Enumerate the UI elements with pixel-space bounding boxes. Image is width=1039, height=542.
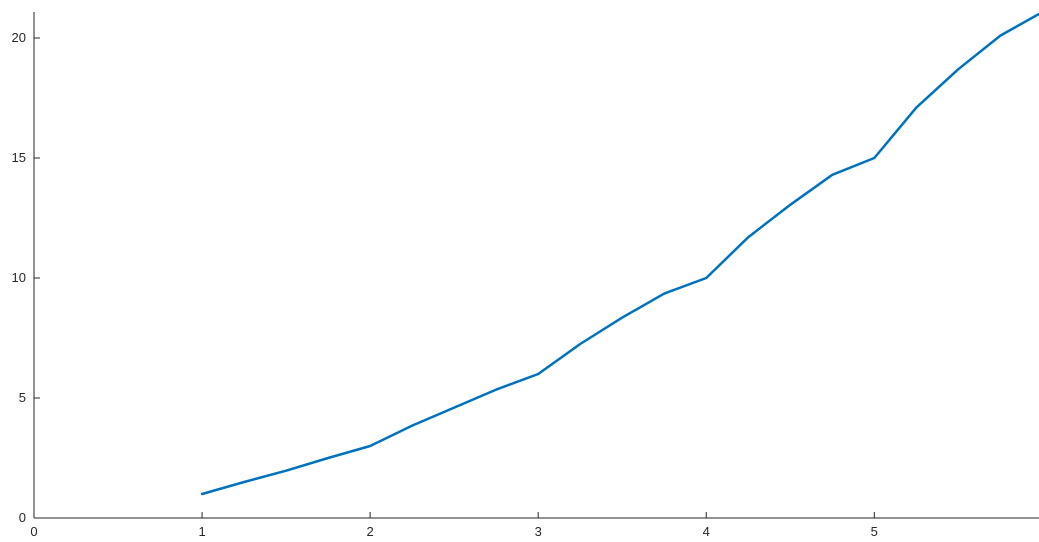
x-tick-label: 5 — [871, 524, 878, 537]
y-tick-label: 20 — [12, 30, 26, 45]
axes: 0 5 10 15 20 0 1 2 3 4 5 — [12, 12, 1039, 539]
x-tick-label: 3 — [535, 524, 542, 537]
series-line-0 — [200, 12, 1039, 496]
x-tick-label: 4 — [703, 524, 710, 537]
y-tick-label: 15 — [12, 150, 26, 165]
y-tick-label: 0 — [19, 510, 26, 525]
x-tick-label: 0 — [30, 524, 37, 537]
y-tick-label: 10 — [12, 270, 26, 285]
x-tick-label: 2 — [367, 524, 374, 537]
x-tick-label: 1 — [198, 524, 205, 537]
y-tick-label: 5 — [19, 390, 26, 405]
series-layer — [200, 12, 1039, 496]
